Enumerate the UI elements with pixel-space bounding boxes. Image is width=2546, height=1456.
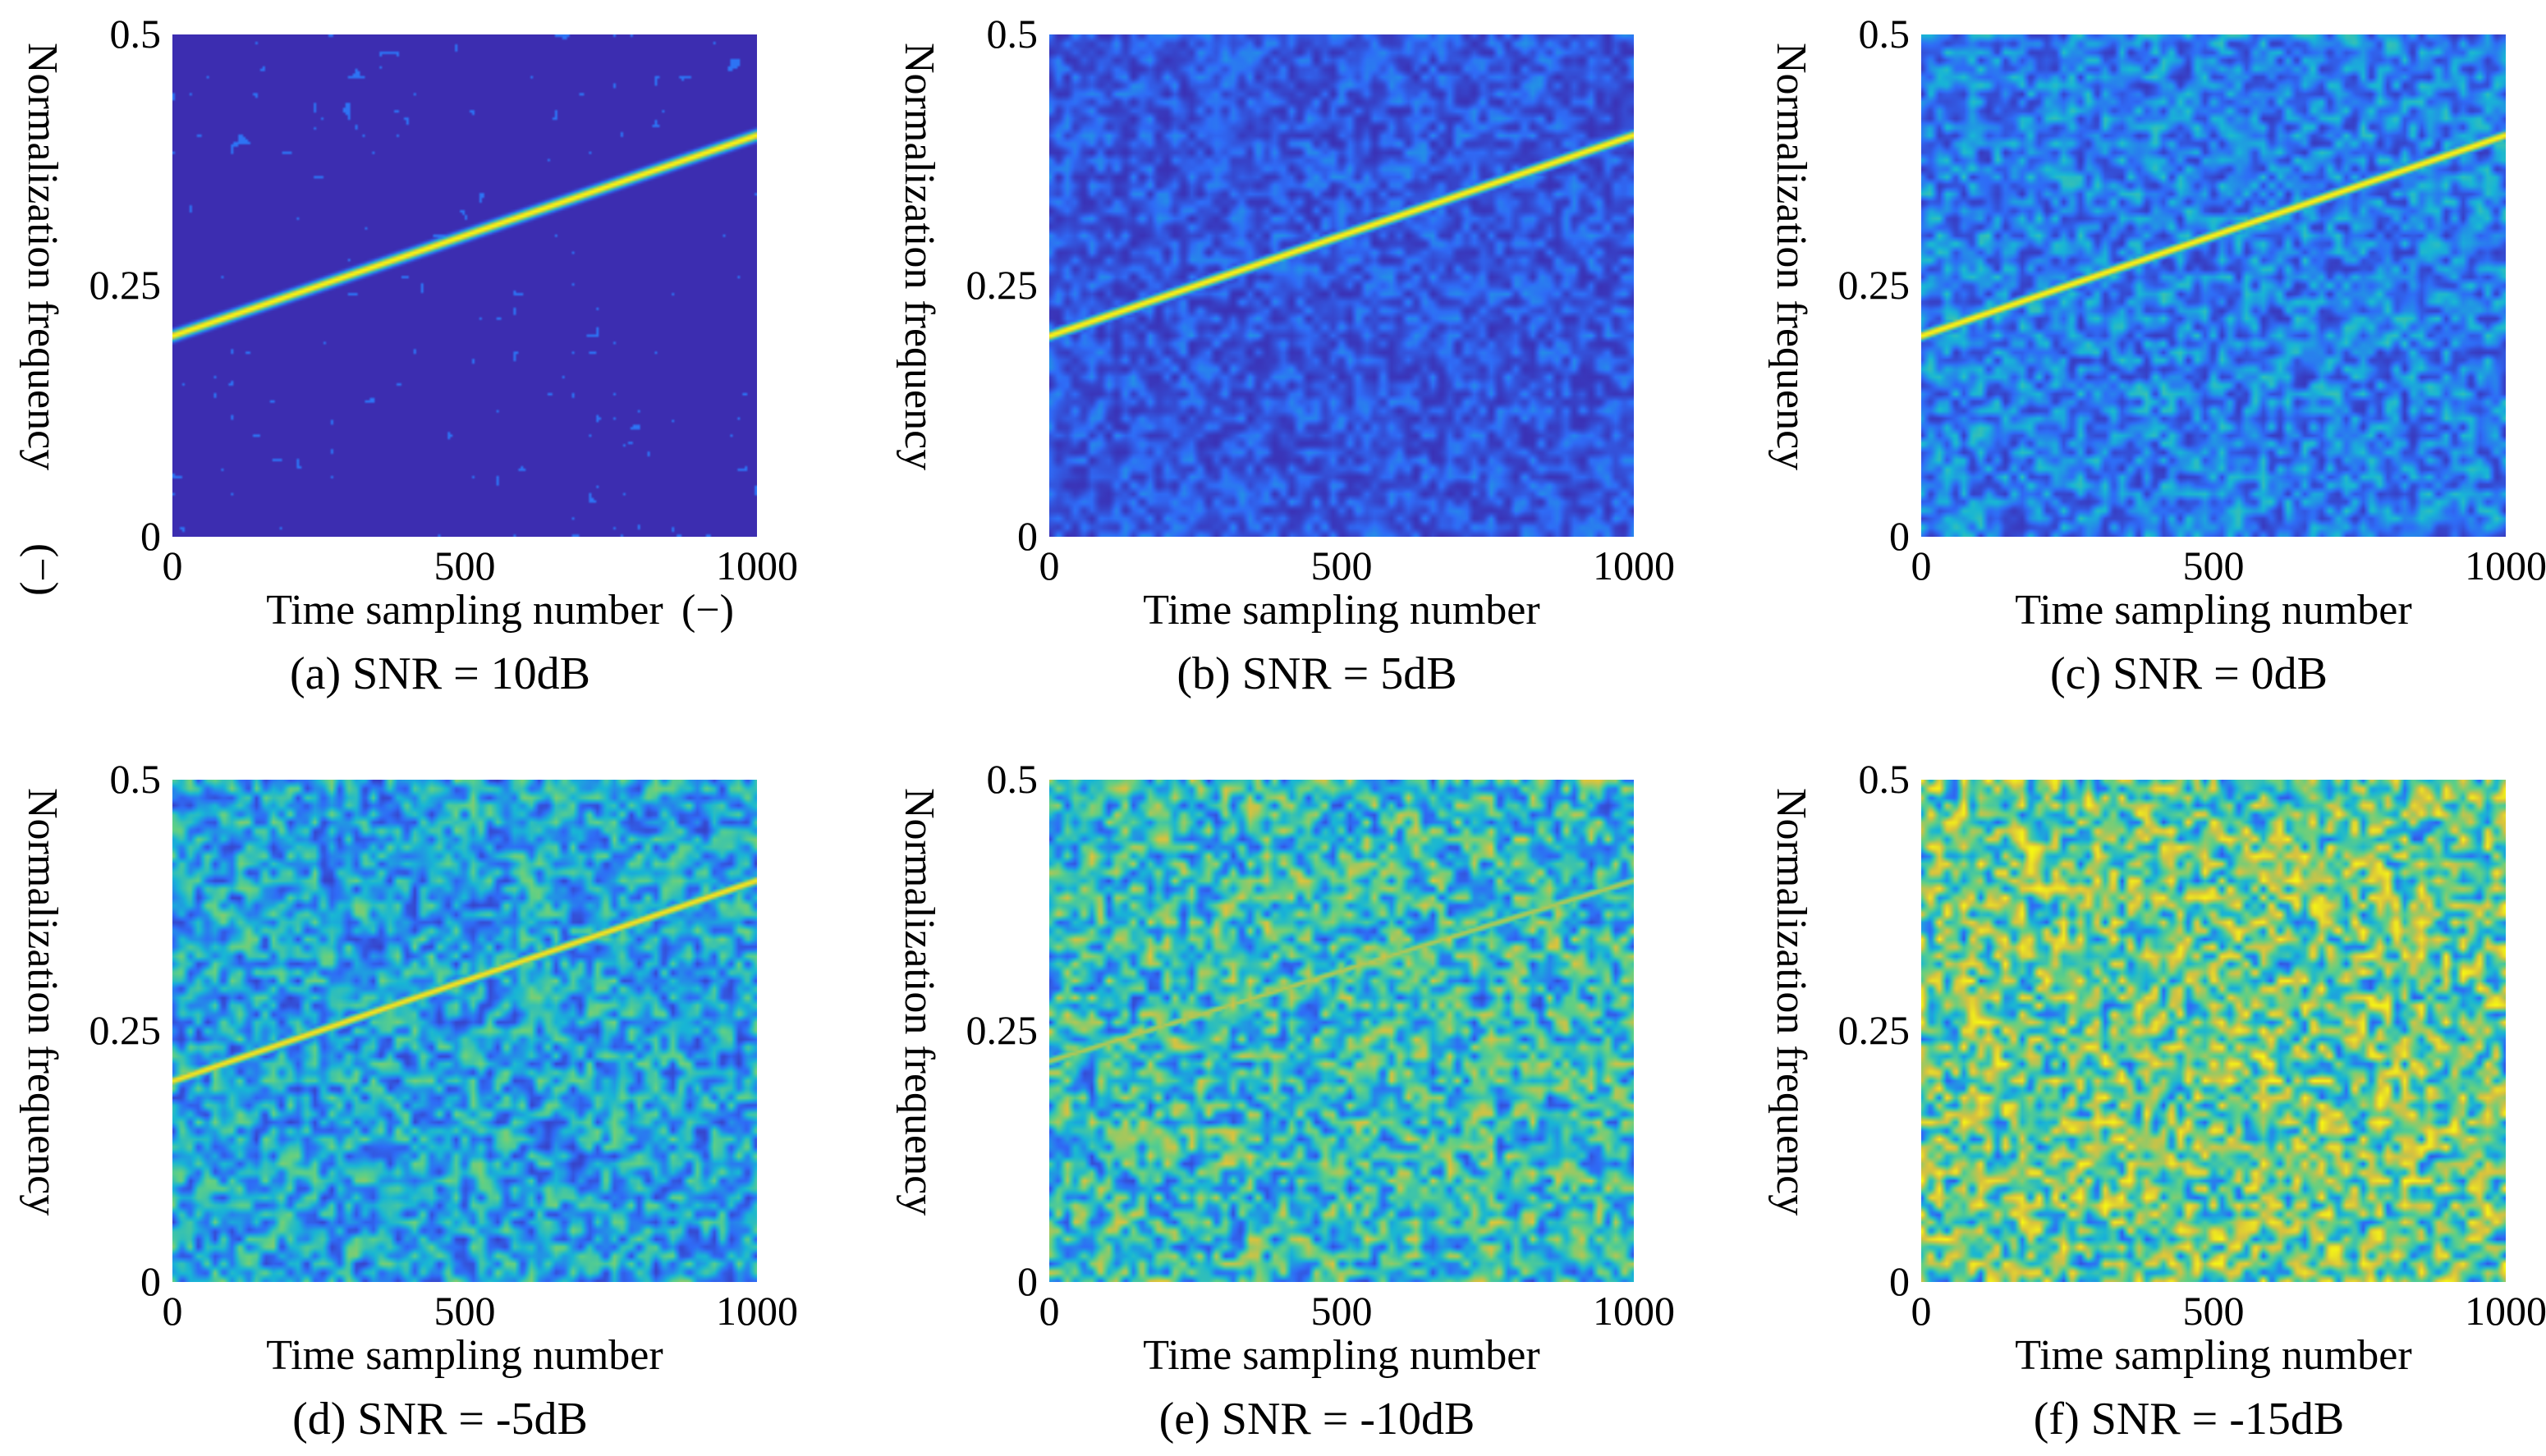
- heatmap-image: [172, 780, 757, 1282]
- y-tick-label: 0.5: [1859, 11, 1911, 57]
- y-axis-label: Normalization frequency: [1768, 788, 1814, 1216]
- y-axis-label: Normalization frequency: [896, 43, 943, 470]
- y-axis-label: Normalization frequency: [896, 788, 943, 1216]
- panel-caption: (b) SNR = 5dB: [1177, 648, 1456, 699]
- y-tick-label: 0: [1017, 1258, 1038, 1304]
- y-tick-label: 0.25: [966, 1007, 1039, 1053]
- y-axis-label: Normalization frequency: [19, 788, 66, 1216]
- x-axis-label: Time sampling number: [2015, 587, 2411, 634]
- heatmap-image: [1921, 780, 2506, 1282]
- x-axis-label: Time sampling number: [1143, 587, 1539, 634]
- y-tick-label: 0: [1017, 513, 1038, 559]
- panel-caption: (a) SNR = 10dB: [290, 648, 590, 699]
- y-tick-label: 0: [140, 513, 161, 559]
- x-tick-label: 1000: [716, 1288, 798, 1334]
- panel-e: 0 0.25 0.5 0 500 1000 Time sampling number Norm…: [896, 756, 1675, 1445]
- x-axis-label: Time sampling number: [266, 587, 663, 634]
- heatmap-image: [1049, 780, 1634, 1282]
- panel-caption: (f) SNR = -15dB: [2034, 1394, 2344, 1445]
- y-tick-label: 0: [1889, 513, 1910, 559]
- y-tick-label: 0.25: [89, 262, 162, 308]
- y-tick-label: 0.25: [1838, 262, 1911, 308]
- y-axis-label: Normalization frequency: [1768, 43, 1814, 470]
- x-axis-label: Time sampling number: [2015, 1332, 2411, 1379]
- x-tick-label: 0: [1911, 1288, 1932, 1334]
- x-tick-label: 0: [1039, 1288, 1060, 1334]
- x-tick-label: 500: [1311, 543, 1373, 588]
- x-tick-label: 1000: [1593, 1288, 1675, 1334]
- x-tick-label: 500: [2183, 1288, 2245, 1334]
- y-axis-label: Normalization frequency: [19, 43, 66, 470]
- x-tick-label: 0: [1911, 543, 1932, 588]
- x-axis-label: Time sampling number: [266, 1332, 663, 1379]
- x-tick-label: 500: [2183, 543, 2245, 588]
- y-tick-label: 0.5: [110, 11, 162, 57]
- x-tick-label: 1000: [716, 543, 798, 588]
- x-tick-label: 1000: [1593, 543, 1675, 588]
- panel-f: 0 0.25 0.5 0 500 1000 Time sampling number Norm…: [1768, 756, 2546, 1445]
- x-tick-label: 0: [163, 543, 183, 588]
- y-tick-label: 0.5: [110, 756, 162, 802]
- y-unit-marker: (−): [19, 543, 66, 596]
- x-tick-label: 1000: [2465, 1288, 2546, 1334]
- x-tick-label: 500: [434, 543, 496, 588]
- x-axis-label: Time sampling number: [1143, 1332, 1539, 1379]
- y-tick-label: 0.25: [1838, 1007, 1911, 1053]
- heatmap-image: [1921, 34, 2506, 537]
- panel-caption: (e) SNR = -10dB: [1159, 1394, 1475, 1445]
- y-tick-label: 0: [140, 1258, 161, 1304]
- y-tick-label: 0: [1889, 1258, 1910, 1304]
- panel-d: 0 0.25 0.5 0 500 1000 Time sampling number Norm…: [19, 756, 798, 1445]
- panel-caption: (c) SNR = 0dB: [2050, 648, 2328, 699]
- x-tick-label: 500: [1311, 1288, 1373, 1334]
- panel-b: 0 0.25 0.5 0 500 1000 Time sampling number Norm…: [896, 11, 1675, 699]
- x-tick-label: 500: [434, 1288, 496, 1334]
- panel-a: 0 0.25 0.5 0 500 1000 Time sampling number Norm…: [19, 11, 798, 699]
- panel-c: 0 0.25 0.5 0 500 1000 Time sampling number Norm…: [1768, 11, 2546, 699]
- heatmap-image: [1049, 34, 1634, 537]
- x-tick-label: 1000: [2465, 543, 2546, 588]
- y-tick-label: 0.25: [966, 262, 1039, 308]
- x-unit-marker: (−): [681, 587, 734, 634]
- x-tick-label: 0: [163, 1288, 183, 1334]
- heatmap-image: [172, 34, 757, 537]
- y-tick-label: 0.5: [987, 756, 1039, 802]
- x-tick-label: 0: [1039, 543, 1060, 588]
- y-tick-label: 0.25: [89, 1007, 162, 1053]
- panel-caption: (d) SNR = -5dB: [292, 1394, 588, 1445]
- y-tick-label: 0.5: [987, 11, 1039, 57]
- y-tick-label: 0.5: [1859, 756, 1911, 802]
